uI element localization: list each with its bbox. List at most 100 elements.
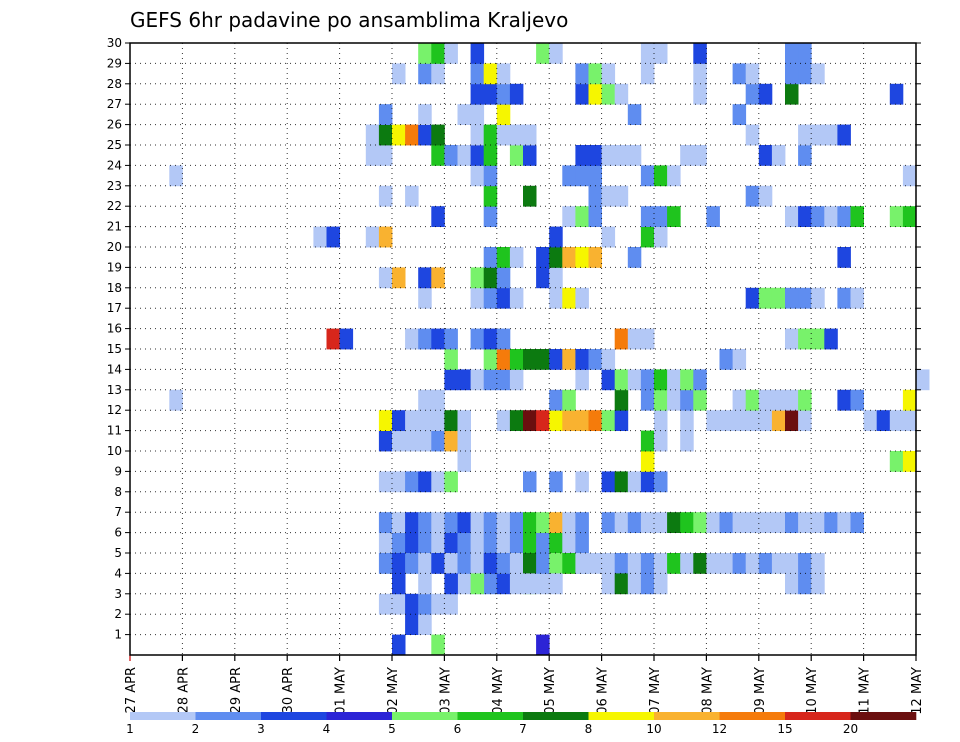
heatmap-cell [798,63,812,85]
heatmap-cell [496,349,511,370]
heatmap-cell [431,389,445,411]
heatmap-cell [850,389,864,411]
heatmap-cell [326,328,340,350]
y-tick-label: 6 [114,526,122,540]
heatmap-cell [588,247,602,268]
heatmap-cell [549,43,563,64]
heatmap-cell [496,573,511,595]
heatmap-cell [549,553,563,574]
heatmap-cell [680,389,694,411]
y-tick-label: 11 [107,424,122,438]
heatmap-cell [771,389,786,411]
heatmap-cell [588,145,602,166]
colorbar-label: 12 [712,722,727,736]
heatmap-cell [614,389,629,411]
x-tick-label: 05 MAY [543,667,558,715]
heatmap-cell [732,553,747,574]
colorbar-swatch [654,712,720,720]
heatmap-cell [811,206,825,227]
heatmap-cell [431,634,445,656]
heatmap-cell [837,512,851,533]
x-axis: 27 APR 28 APR 29 APR 30 APR 01 MAY 02 MAY 03 M… [124,655,925,715]
heatmap-cell [745,83,760,105]
heatmap-cell [785,410,799,431]
heatmap-cell [654,410,668,431]
heatmap-cell [431,512,445,533]
heatmap-cell [640,226,655,248]
heatmap-cell [811,63,825,85]
y-tick-label: 28 [107,77,122,91]
heatmap-cell [837,206,851,227]
plot-frame [129,42,917,656]
y-tick-label: 25 [107,138,122,152]
heatmap-cell [418,471,432,493]
x-tick-label: 12 MAY [910,667,925,715]
heatmap-cell [392,593,406,615]
heatmap-cell [640,43,655,64]
heatmap-cell [562,553,576,574]
heatmap-cell [405,532,419,554]
heatmap-cell [719,512,733,533]
heatmap-cell [837,247,851,268]
heatmap-cell [824,328,838,350]
heatmap-cell [889,451,904,472]
heatmap-cell [785,389,799,411]
y-tick-label: 23 [107,179,122,193]
heatmap-cell [601,553,616,574]
heatmap-cell [745,512,760,533]
heatmap-cell [785,512,799,533]
colorbar-label: 3 [257,722,265,736]
heatmap-cell [431,430,445,452]
heatmap-cell [378,185,393,207]
heatmap-cell [562,389,576,411]
heatmap-cell [627,104,642,125]
heatmap-cell [627,512,642,533]
y-axis: 1234567891011121314151617181920212223242… [107,36,921,642]
y-tick-label: 14 [107,362,122,376]
heatmap-cell [811,573,825,595]
heatmap-cell [745,287,760,309]
heatmap-cell [536,349,550,370]
heatmap-cell [640,206,655,227]
heatmap-cell [536,573,550,595]
heatmap-cell [758,287,773,309]
y-tick-label: 10 [107,444,122,458]
heatmap-cell [798,287,812,309]
y-tick-label: 21 [107,220,122,234]
heatmap-cell [549,247,563,268]
y-tick-label: 19 [107,260,122,274]
heatmap-cell [640,471,655,493]
heatmap-cell [496,124,511,146]
heatmap-cell [627,328,642,350]
heatmap-cell [627,573,642,595]
colorbar-label: 10 [646,722,661,736]
heatmap-cell [457,512,471,533]
heatmap-cell [732,410,747,431]
heatmap-cell [693,83,707,105]
heatmap-cell [470,287,485,309]
heatmap-cell [457,430,471,452]
x-tick-label: 28 APR [176,667,191,713]
heatmap-cell [470,43,485,64]
heatmap-cell [536,410,550,431]
heatmap-cell [601,63,616,85]
heatmap-cell [640,512,655,533]
heatmap-cell [916,369,930,391]
heatmap-cell [575,206,589,227]
heatmap-cell [771,145,786,166]
heatmap-cell [693,63,707,85]
heatmap-cell [693,43,707,64]
heatmap-cell [483,512,498,533]
heatmap-cell [863,410,878,431]
heatmap-cell [811,512,825,533]
heatmap-cell [549,267,563,289]
heatmap-cell [902,165,917,187]
heatmap-cell [509,369,524,391]
y-tick-label: 22 [107,199,122,213]
heatmap-cell [745,553,760,574]
colorbar-swatch [457,712,524,720]
heatmap-cell [601,226,616,248]
heatmap-cell [470,63,485,85]
heatmap-cell [536,267,550,289]
heatmap-cell [562,349,576,370]
